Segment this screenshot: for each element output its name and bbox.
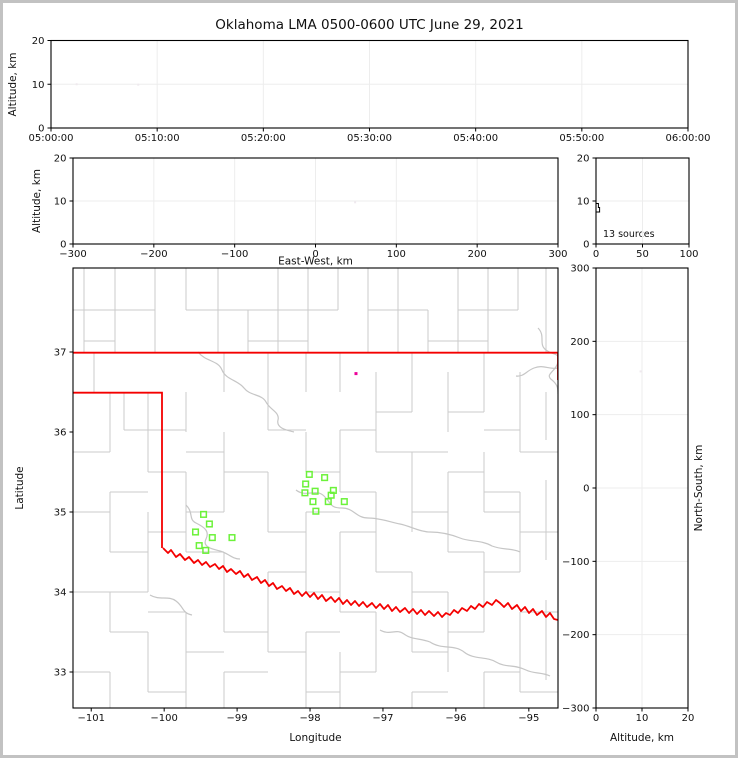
lma-station-marker — [311, 487, 319, 495]
northsouth-altitude-panel: 0 10 20 −300 −200 −100 0 100 200 300 — [562, 264, 694, 725]
y-tick-label: 10 — [577, 197, 590, 208]
y-tick-label: 36 — [54, 428, 67, 439]
x-tick-label: 200 — [468, 249, 487, 260]
y-tick-label: 0 — [38, 124, 44, 135]
y-tick-label: 10 — [32, 80, 45, 91]
sources-count-annotation: 13 sources — [603, 229, 655, 240]
x-tick-label: −98 — [299, 713, 320, 724]
altitude-histogram-profile — [596, 203, 601, 213]
map-xlabel: Longitude — [289, 732, 341, 744]
y-tick-label: 200 — [570, 337, 589, 348]
river — [379, 629, 551, 677]
x-tick-label: 50 — [636, 249, 649, 260]
lma-station-marker — [199, 510, 208, 518]
lightning-source-point — [354, 372, 358, 376]
river — [149, 594, 193, 616]
lma-station-marker — [340, 498, 348, 506]
eastwest-altitude-panel: −300 −200 −100 0 100 200 300 0 10 20 — [54, 154, 568, 261]
river — [197, 351, 295, 433]
lma-station-marker — [305, 470, 313, 478]
river — [295, 489, 521, 553]
x-tick-label: −96 — [445, 713, 466, 724]
x-tick-label: 05:30:00 — [347, 133, 392, 144]
river — [185, 504, 241, 560]
lma-station-marker — [301, 489, 309, 497]
y-tick-label: 0 — [60, 240, 66, 251]
x-tick-label: 05:20:00 — [241, 133, 286, 144]
lma-station-marker — [202, 546, 210, 554]
y-tick-label: 33 — [54, 668, 67, 679]
y-tick-label: −300 — [562, 704, 589, 715]
x-tick-label: −101 — [77, 713, 104, 724]
x-tick-label: −300 — [59, 249, 86, 260]
y-tick-label: 34 — [54, 588, 67, 599]
lma-station-marker — [205, 520, 213, 528]
x-tick-label: −100 — [221, 249, 248, 260]
lma-station-marker — [324, 498, 332, 506]
x-tick-label: −97 — [372, 713, 393, 724]
y-tick-label: 35 — [54, 508, 67, 519]
x-tick-label: 10 — [636, 713, 649, 724]
x-tick-label: 05:40:00 — [453, 133, 498, 144]
lma-station-marker — [195, 542, 203, 550]
y-tick-label: 37 — [54, 348, 67, 359]
lma-station-marker — [312, 507, 320, 515]
y-tick-label: 300 — [570, 264, 589, 275]
y-tick-label: −100 — [562, 557, 589, 568]
y-tick-label: 0 — [583, 240, 589, 251]
y-tick-label: 20 — [54, 154, 67, 165]
y-tick-label: 20 — [32, 36, 45, 47]
northsouth-panel-xlabel: Altitude, km — [610, 732, 674, 744]
x-tick-label: 05:50:00 — [559, 133, 604, 144]
x-tick-label: −99 — [227, 713, 248, 724]
x-tick-label: −95 — [518, 713, 539, 724]
lma-station-marker — [228, 534, 236, 542]
lma-station-marker — [327, 491, 335, 499]
lightning-source-point-faint — [137, 83, 140, 86]
x-tick-label: 300 — [548, 249, 567, 260]
y-tick-label: 20 — [577, 154, 590, 165]
source-histogram-panel: 0 50 100 0 10 20 — [577, 154, 699, 261]
state-border-red-river — [162, 547, 558, 621]
lma-station-marker — [191, 528, 200, 536]
lightning-source-point-faint — [639, 370, 642, 373]
time-altitude-panel: 05:00:00 05:10:00 05:20:00 05:30:00 05:40:00… — [29, 36, 711, 144]
x-tick-label: −200 — [140, 249, 167, 260]
lma-station-marker — [302, 480, 310, 488]
x-tick-label: 100 — [387, 249, 406, 260]
x-tick-label: 05:10:00 — [135, 133, 180, 144]
y-tick-label: 10 — [54, 197, 67, 208]
map-content — [73, 268, 558, 708]
river — [537, 327, 558, 395]
lightning-source-point-faint — [354, 201, 357, 204]
map-ylabel: Latitude — [14, 466, 26, 509]
lma-station-marker — [309, 498, 317, 506]
lightning-source-point-faint — [75, 83, 78, 86]
x-tick-label: 0 — [593, 713, 599, 724]
x-tick-label: −100 — [150, 713, 177, 724]
lma-station-marker — [208, 534, 216, 542]
y-tick-label: 0 — [583, 484, 589, 495]
state-border — [73, 391, 163, 548]
x-tick-label: 05:00:00 — [29, 133, 74, 144]
x-tick-label: 0 — [312, 249, 318, 260]
plan-view-map-panel: −101 −100 −99 −98 −97 −96 −95 33 34 35 36 37 — [54, 267, 559, 724]
northsouth-panel-ylabel: North-South, km — [693, 445, 705, 532]
figure-title: Oklahoma LMA 0500-0600 UTC June 29, 2021 — [215, 17, 523, 33]
eastwest-panel-ylabel: Altitude, km — [31, 169, 43, 233]
time-panel-ylabel: Altitude, km — [7, 52, 19, 116]
y-tick-label: 100 — [570, 410, 589, 421]
x-tick-label: 100 — [679, 249, 698, 260]
x-tick-label: 06:00:00 — [666, 133, 711, 144]
lma-station-marker — [321, 474, 329, 482]
river — [515, 365, 558, 377]
x-tick-label: 20 — [682, 713, 695, 724]
y-tick-label: −200 — [562, 630, 589, 641]
plan-view-map-frame — [72, 267, 559, 709]
x-tick-label: 0 — [593, 249, 599, 260]
eastwest-panel-xlabel: East-West, km — [278, 256, 353, 268]
